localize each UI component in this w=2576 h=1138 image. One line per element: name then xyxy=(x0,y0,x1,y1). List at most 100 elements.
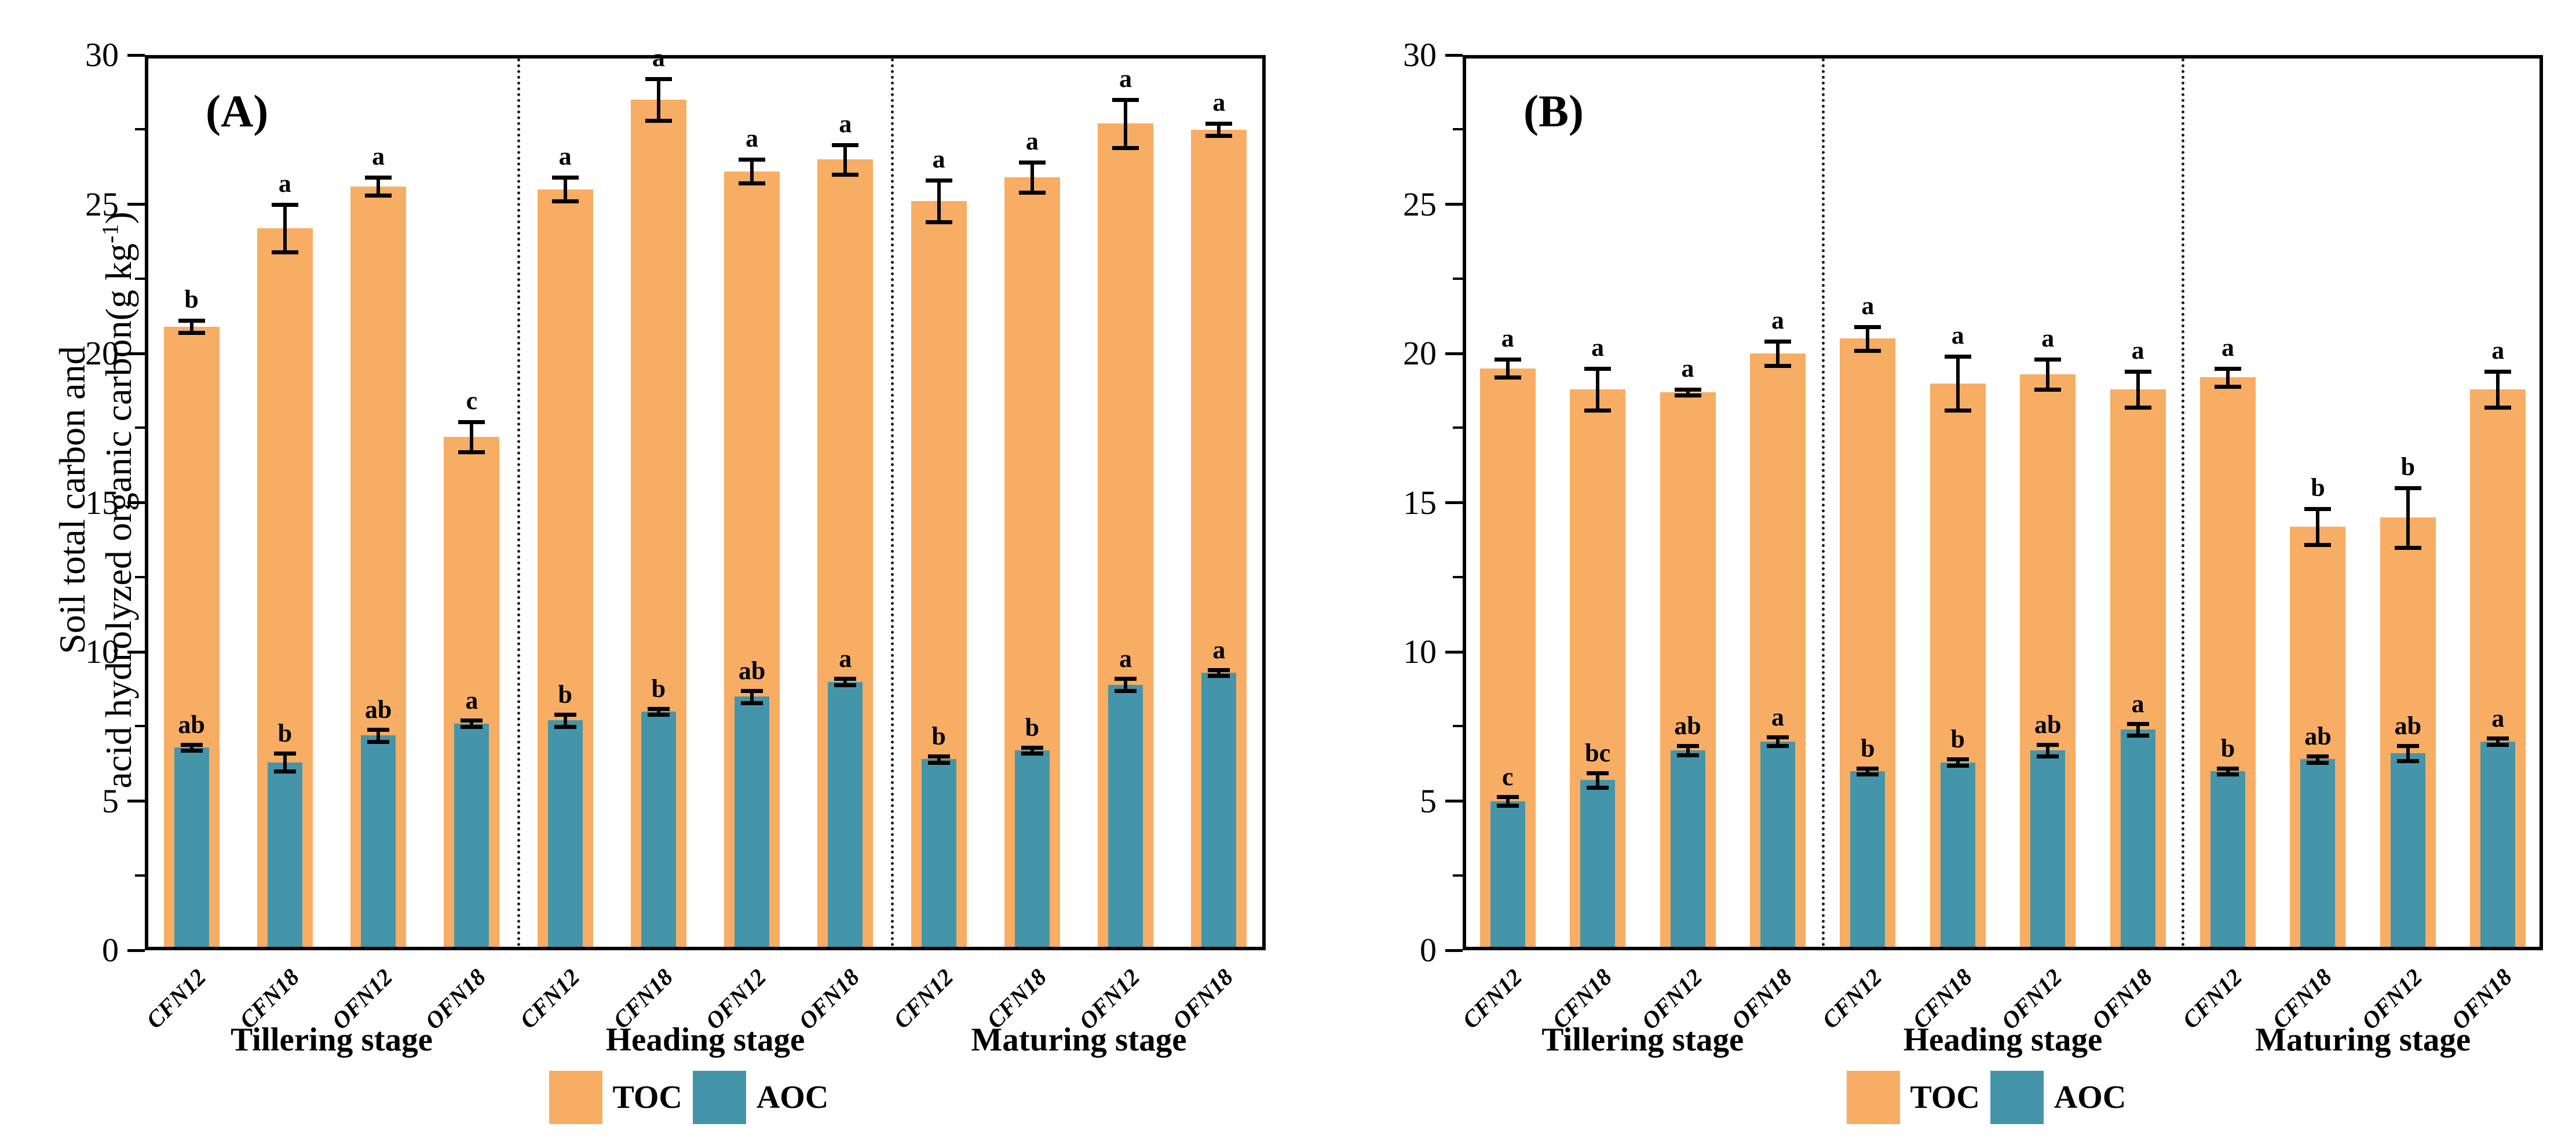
toc-error-bar xyxy=(470,422,474,452)
aoc-bar xyxy=(641,712,676,947)
panel-a-label: (A) xyxy=(206,86,269,136)
aoc-error-cap-bottom xyxy=(834,683,857,687)
panel-a-legend: TOC AOC xyxy=(549,1071,828,1124)
aoc-bar xyxy=(2120,729,2155,947)
toc-significance-letter: a xyxy=(932,145,945,174)
aoc-bar xyxy=(361,735,396,947)
aoc-error-cap-top xyxy=(2396,744,2419,749)
toc-error-cap-top xyxy=(1854,324,1881,329)
aoc-error-cap-bottom xyxy=(2487,742,2509,747)
aoc-error-cap-bottom xyxy=(273,769,296,774)
toc-error-cap-bottom xyxy=(365,194,392,198)
aoc-error-bar xyxy=(1596,772,1600,788)
aoc-significance-letter: a xyxy=(1771,702,1784,731)
stage-label: Heading stage xyxy=(605,1022,805,1058)
stage-separator xyxy=(891,59,894,947)
aoc-error-bar xyxy=(937,756,941,763)
aoc-bar xyxy=(1940,762,1975,947)
aoc-significance-letter: b xyxy=(1950,725,1965,754)
y-minor-tick xyxy=(135,277,145,280)
aoc-bar xyxy=(1014,750,1050,947)
y-major-tick xyxy=(1445,800,1463,803)
aoc-error-bar xyxy=(2046,744,2050,757)
aoc-bar xyxy=(454,723,489,947)
toc-significance-letter: a xyxy=(278,169,291,198)
toc-error-bar xyxy=(563,177,567,202)
toc-significance-letter: a xyxy=(1951,321,1964,350)
toc-error-bar xyxy=(1596,368,1600,410)
toc-error-bar xyxy=(2406,487,2410,548)
toc-error-cap-top xyxy=(1494,358,1521,362)
stage-label: Tillering stage xyxy=(1541,1022,1744,1058)
y-major-tick xyxy=(127,650,145,654)
aoc-error-cap-bottom xyxy=(2217,772,2239,777)
y-major-tick xyxy=(127,800,145,803)
aoc-error-cap-top xyxy=(367,727,390,732)
aoc-error-cap-top xyxy=(1946,757,1969,762)
y-minor-tick xyxy=(1453,277,1463,280)
toc-significance-letter: a xyxy=(2131,335,2144,364)
aoc-error-bar xyxy=(656,708,660,715)
aoc-bar xyxy=(921,759,956,947)
aoc-significance-letter: ab xyxy=(178,710,205,739)
toc-significance-letter: a xyxy=(372,142,385,171)
aoc-error-cap-bottom xyxy=(647,713,670,717)
aoc-error-bar xyxy=(843,679,847,685)
toc-error-cap-top xyxy=(832,143,859,147)
aoc-error-cap-top xyxy=(1115,677,1137,681)
toc-error-cap-top xyxy=(1584,366,1612,371)
aoc-error-bar xyxy=(1124,679,1128,691)
aoc-error-cap-bottom xyxy=(180,748,203,753)
toc-legend-swatch xyxy=(549,1071,602,1124)
y-minor-tick xyxy=(1453,874,1463,877)
aoc-significance-letter: a xyxy=(839,644,852,673)
toc-error-cap-top xyxy=(739,158,766,162)
aoc-error-bar xyxy=(750,690,754,703)
toc-significance-letter: a xyxy=(1212,88,1226,117)
toc-legend-swatch xyxy=(1846,1071,1900,1124)
aoc-error-cap-top xyxy=(741,688,763,693)
aoc-bar xyxy=(1580,780,1616,947)
toc-error-cap-top xyxy=(1764,340,1791,344)
toc-error-bar xyxy=(1030,162,1034,192)
toc-error-bar xyxy=(189,320,193,333)
toc-error-cap-bottom xyxy=(1112,145,1139,150)
aoc-error-cap-bottom xyxy=(2126,734,2149,738)
aoc-error-bar xyxy=(563,714,567,727)
aoc-error-bar xyxy=(1866,768,1870,775)
aoc-bar xyxy=(1201,673,1237,947)
aoc-error-cap-top xyxy=(927,754,950,759)
panel-b-plot-area xyxy=(1463,55,2543,950)
y-tick-label: 5 xyxy=(102,782,119,820)
y-tick-label: 15 xyxy=(1403,483,1437,521)
toc-significance-letter: a xyxy=(1681,353,1694,382)
toc-error-bar xyxy=(2046,359,2050,389)
aoc-error-bar xyxy=(1775,736,1780,746)
y-minor-tick xyxy=(1453,426,1463,429)
toc-significance-letter: a xyxy=(558,142,572,171)
toc-significance-letter: a xyxy=(839,109,852,138)
toc-error-cap-bottom xyxy=(178,330,205,335)
toc-significance-letter: b xyxy=(184,285,199,314)
toc-significance-letter: a xyxy=(2041,324,2055,353)
toc-error-cap-top xyxy=(178,319,205,323)
y-major-tick xyxy=(1445,949,1463,952)
aoc-error-cap-bottom xyxy=(1496,804,1519,808)
aoc-error-cap-bottom xyxy=(1587,786,1609,790)
aoc-bar xyxy=(2210,771,2246,947)
toc-error-cap-bottom xyxy=(1584,408,1612,413)
aoc-error-cap-top xyxy=(1676,744,1699,749)
aoc-bar xyxy=(828,681,863,947)
stage-separator xyxy=(2182,59,2185,947)
y-minor-tick xyxy=(135,575,145,578)
toc-significance-letter: a xyxy=(2491,335,2505,364)
stage-label: Maturing stage xyxy=(971,1022,1187,1058)
aoc-bar xyxy=(2390,753,2425,947)
y-major-tick xyxy=(127,53,145,57)
aoc-error-bar xyxy=(1956,759,1960,765)
stage-separator xyxy=(1821,59,1825,947)
aoc-error-bar xyxy=(2406,746,2410,761)
stage-separator xyxy=(517,59,520,947)
y-major-tick xyxy=(1445,203,1463,206)
aoc-bar xyxy=(2480,741,2516,947)
